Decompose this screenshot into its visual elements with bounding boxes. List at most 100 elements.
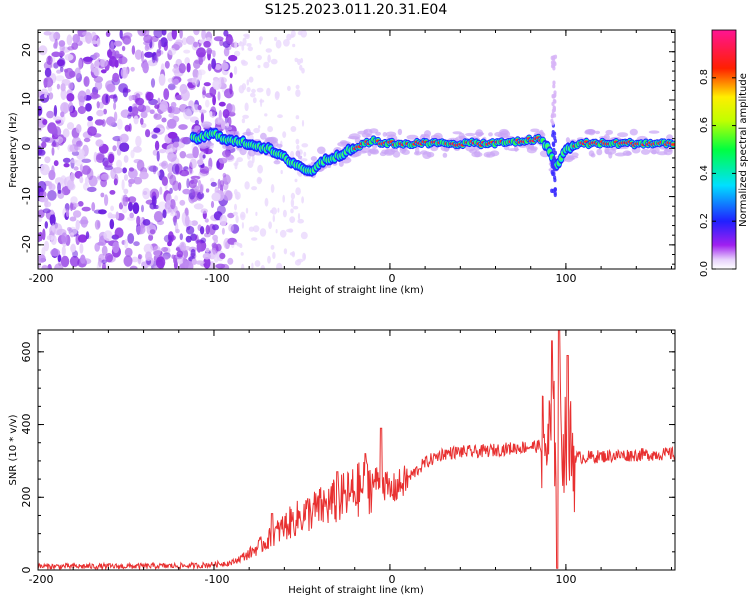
noise-blob: [235, 160, 239, 167]
noise-blob: [132, 202, 140, 215]
noise-blob: [54, 38, 58, 49]
noise-blob: [49, 214, 56, 226]
noise-blob: [105, 31, 111, 37]
noise-blob: [47, 86, 53, 92]
noise-blob: [48, 92, 54, 100]
noise-blob: [259, 36, 262, 45]
halo-blob: [375, 131, 381, 136]
noise-blob: [219, 214, 228, 227]
noise-blob: [52, 116, 62, 121]
noise-blob: [291, 251, 295, 258]
noise-blob: [114, 227, 124, 238]
noise-blob: [202, 252, 212, 260]
noise-blob: [244, 34, 250, 39]
noise-blob: [190, 248, 196, 258]
noise-blob: [203, 232, 211, 238]
noise-blob: [130, 149, 135, 159]
halo-blob: [563, 154, 574, 163]
noise-blob: [211, 242, 217, 249]
spike-blob: [550, 114, 554, 119]
noise-blob: [196, 47, 206, 58]
noise-blob: [173, 205, 178, 213]
spectrogram-ytick-label: -20: [20, 235, 33, 253]
noise-blob: [129, 212, 134, 219]
noise-blob: [205, 224, 210, 235]
noise-blob: [100, 192, 105, 198]
noise-blob: [267, 255, 271, 264]
noise-blob: [220, 77, 225, 88]
noise-blob: [264, 197, 269, 207]
noise-blob: [144, 44, 150, 52]
noise-blob: [46, 110, 54, 119]
noise-blob: [286, 33, 292, 41]
noise-blob: [73, 202, 79, 208]
noise-blob: [109, 219, 115, 230]
noise-blob: [129, 265, 138, 269]
noise-blob: [96, 38, 101, 47]
noise-blob: [301, 196, 304, 204]
spectrogram-ylabel: Frequency (Hz): [8, 112, 19, 188]
noise-blob: [44, 221, 48, 229]
noise-blob: [171, 163, 180, 175]
noise-blob: [57, 57, 66, 68]
spectrogram-area: [38, 30, 675, 269]
halo-blob: [415, 147, 420, 155]
noise-blob: [75, 219, 80, 231]
halo-blob: [625, 151, 632, 156]
noise-blob: [46, 55, 53, 65]
noise-blob: [54, 263, 64, 269]
noise-blob: [94, 119, 105, 126]
noise-blob: [79, 164, 83, 172]
snr-xtick-label: 100: [556, 573, 577, 586]
noise-blob: [234, 203, 237, 211]
noise-blob: [38, 45, 48, 56]
noise-blob: [170, 212, 177, 217]
noise-blob: [121, 204, 128, 214]
noise-blob: [296, 144, 300, 150]
noise-blob: [44, 156, 51, 164]
noise-blob: [178, 124, 188, 130]
noise-blob: [105, 94, 109, 104]
snr-ytick-label: 200: [20, 487, 33, 508]
noise-blob: [112, 167, 123, 174]
noise-blob: [113, 40, 123, 47]
noise-blob: [66, 179, 75, 190]
noise-blob: [236, 157, 243, 163]
noise-blob: [180, 137, 189, 144]
noise-blob: [98, 257, 102, 268]
noise-blob: [42, 228, 46, 241]
noise-blob: [153, 30, 163, 39]
colorbar: 0.0 0.2 0.4 0.6 0.8 Normalized spectral …: [699, 29, 749, 277]
noise-blob: [300, 231, 308, 240]
noise-blob: [130, 66, 135, 72]
noise-blob: [70, 172, 75, 182]
noise-blob: [150, 78, 156, 88]
noise-blob: [265, 48, 272, 53]
noise-blob: [159, 149, 166, 154]
noise-blob: [101, 259, 107, 264]
noise-blob: [217, 91, 221, 101]
halo-blob: [488, 132, 493, 137]
noise-blob: [218, 157, 228, 164]
noise-blob: [160, 37, 168, 48]
noise-blob: [127, 114, 132, 119]
noise-blob: [43, 240, 50, 252]
noise-blob: [203, 148, 213, 155]
noise-blob: [43, 76, 54, 88]
noise-blob: [159, 186, 163, 195]
noise-blob: [133, 159, 143, 164]
noise-blob: [246, 79, 250, 86]
noise-blob: [197, 69, 202, 81]
spectrogram-frame: [37, 29, 676, 270]
noise-blob: [53, 105, 58, 117]
noise-blob: [259, 228, 267, 237]
noise-blob: [114, 50, 120, 59]
halo-blob: [648, 130, 660, 134]
noise-blob: [53, 223, 63, 236]
halo-blob: [571, 152, 579, 157]
noise-blob: [42, 208, 51, 214]
noise-blob: [276, 262, 283, 269]
noise-blob: [274, 91, 280, 101]
noise-blob: [270, 58, 278, 65]
noise-blob: [210, 200, 215, 209]
